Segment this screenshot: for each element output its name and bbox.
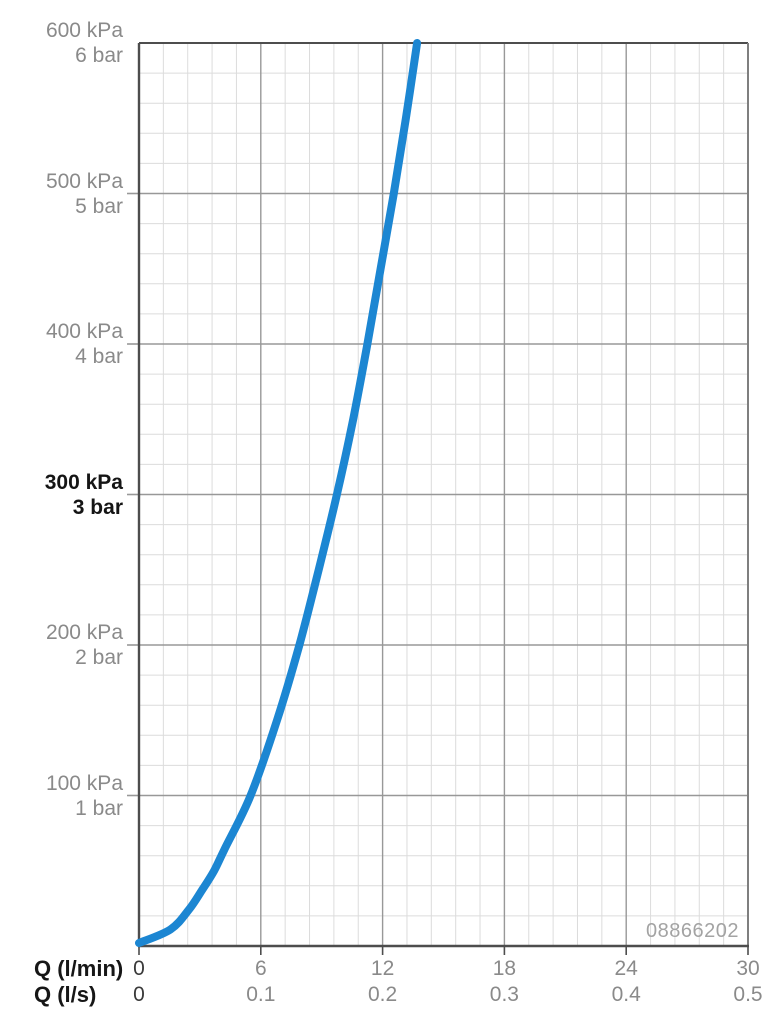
y-axis-label-100kpa: 100 kPa 1 bar bbox=[46, 771, 123, 821]
axis-frame bbox=[137, 42, 749, 948]
x-tick-lmin-6: 6 bbox=[254, 957, 267, 980]
x-axis-title-ls: Q (l/s) bbox=[34, 982, 97, 1007]
x-tick-lmin-0: 0 bbox=[133, 957, 145, 980]
x-tick-ls-0: 0 bbox=[133, 983, 145, 1006]
y-label-bar: 2 bar bbox=[75, 646, 123, 669]
y-label-bar: 6 bar bbox=[75, 44, 123, 67]
x-tick-lmin-24: 24 bbox=[614, 957, 638, 980]
y-label-bar: 5 bar bbox=[75, 194, 123, 218]
y-axis-label-300kpa: 300 kPa 3 bar bbox=[45, 470, 123, 520]
y-label-kpa: 200 kPa bbox=[45, 621, 123, 644]
y-label-kpa: 500 kPa bbox=[45, 169, 123, 193]
x-tick-ls-03: 0.3 bbox=[489, 983, 519, 1006]
y-label-kpa: 600 kPa bbox=[45, 19, 123, 42]
y-label-bar: 4 bar bbox=[75, 345, 123, 368]
y-label-bar: 1 bar bbox=[75, 796, 123, 820]
y-label-kpa: 100 kPa bbox=[45, 771, 123, 795]
x-axis-title-lmin: Q (l/min) bbox=[34, 956, 124, 981]
grid-major bbox=[127, 43, 749, 955]
y-axis-label-500kpa: 500 kPa 5 bar bbox=[46, 169, 123, 219]
y-axis-label-400kpa: 400 kPa 4 bar bbox=[46, 319, 123, 369]
y-label-kpa: 300 kPa bbox=[44, 470, 123, 494]
x-tick-ls-02: 0.2 bbox=[367, 983, 398, 1006]
y-label-kpa: 400 kPa bbox=[45, 320, 123, 343]
x-tick-lmin-12: 12 bbox=[370, 957, 395, 980]
y-label-bar: 3 bar bbox=[72, 495, 123, 519]
flow-pressure-curve bbox=[135, 39, 422, 947]
y-axis-label-600kpa: 600 kPa 6 bar bbox=[46, 18, 123, 68]
x-tick-ls-04: 0.4 bbox=[611, 983, 641, 1006]
product-code: 08866202 bbox=[646, 920, 739, 942]
x-tick-ls-05: 0.5 bbox=[733, 983, 763, 1006]
y-axis-label-200kpa: 200 kPa 2 bar bbox=[46, 620, 123, 670]
x-tick-lmin-30: 30 bbox=[736, 957, 760, 980]
x-tick-ls-01: 0.1 bbox=[246, 983, 276, 1006]
x-tick-lmin-18: 18 bbox=[492, 957, 517, 980]
